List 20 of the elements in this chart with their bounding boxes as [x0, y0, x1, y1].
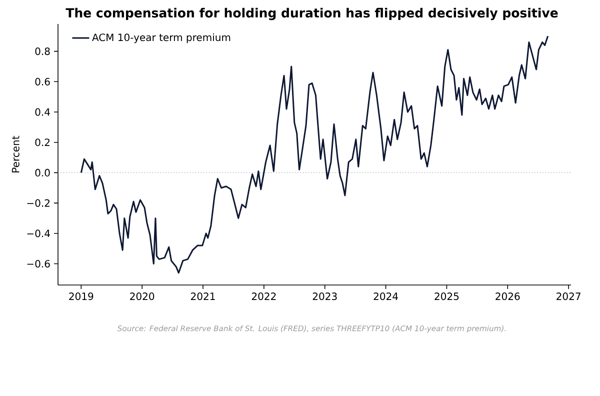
y-tick-label: −0.4 — [27, 230, 50, 238]
x-tick-label: 2025 — [434, 292, 459, 300]
y-tick-label: 0.4 — [35, 108, 50, 116]
x-tick-label: 2023 — [312, 292, 337, 300]
y-tick-label: 0.8 — [35, 48, 50, 56]
y-tick-label: 0.2 — [35, 138, 50, 146]
x-tick-label: 2022 — [252, 292, 276, 300]
x-tick-label: 2021 — [191, 292, 215, 300]
y-tick-label: −0.6 — [27, 260, 50, 268]
legend-label: ACM 10-year term premium — [92, 33, 230, 44]
x-tick-label: 2020 — [130, 292, 154, 300]
y-tick-label: −0.2 — [27, 199, 50, 207]
y-tick-label: 0.6 — [35, 78, 50, 86]
x-tick-label: 2026 — [496, 292, 520, 300]
x-tick-label: 2019 — [69, 292, 94, 300]
y-axis-title: Percent — [12, 136, 20, 172]
y-tick-label: 0.0 — [35, 168, 50, 176]
x-tick-label: 2027 — [556, 292, 580, 300]
x-tick-label: 2024 — [374, 292, 398, 300]
chart-title: The compensation for holding duration has flipped decisively positive — [66, 8, 558, 20]
